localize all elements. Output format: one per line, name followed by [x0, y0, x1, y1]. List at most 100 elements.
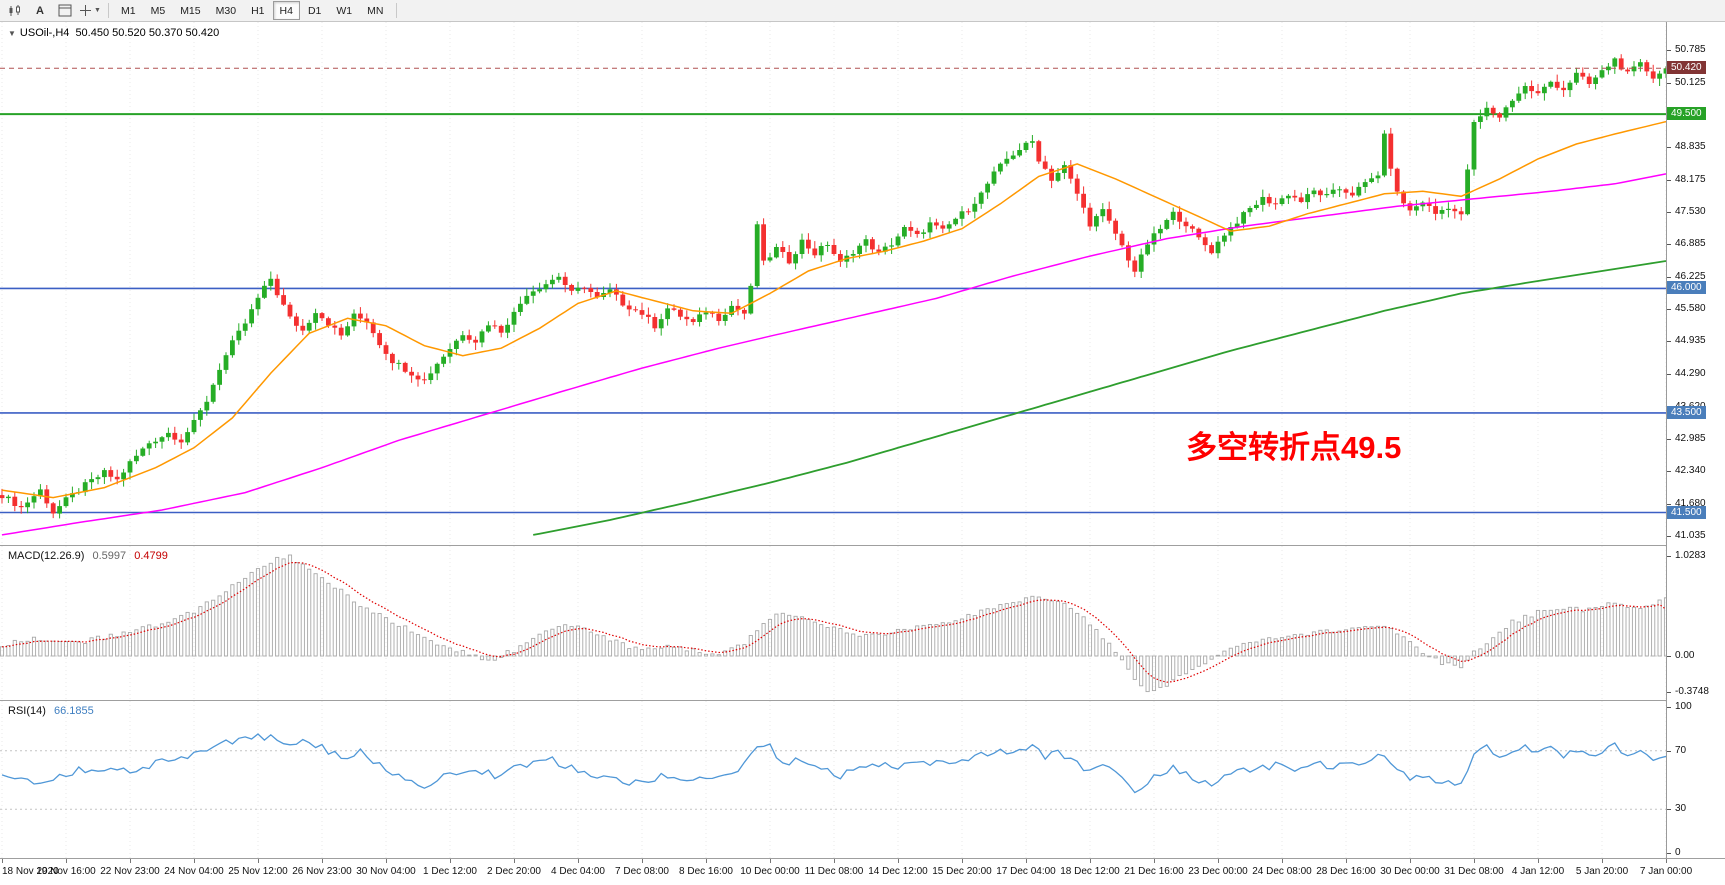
rsi-tick-label: 100 — [1675, 701, 1692, 712]
time-axis[interactable]: 18 Nov 2020 19 Nov 16:00 22 Nov 23:00 24 No… — [0, 859, 1725, 885]
price-chart-panel[interactable] — [0, 22, 1666, 545]
timeframe-button-M15[interactable]: M15 — [180, 4, 201, 17]
ohlc-collapse-icon[interactable]: ▼ — [8, 29, 16, 38]
time-tick-mark — [770, 859, 771, 863]
price-tick-label: 46.885 — [1675, 238, 1706, 249]
time-tick-label: 26 Nov 23:00 — [292, 866, 352, 877]
time-tick-label: 5 Jan 20:00 — [1575, 866, 1629, 877]
rsi-tick-label-mark — [1667, 853, 1671, 854]
time-tick-label: 30 Dec 00:00 — [1380, 866, 1440, 877]
time-tick-label: 15 Dec 20:00 — [932, 866, 992, 877]
price-badge-43.500: 43.500 — [1667, 406, 1706, 419]
time-tick-label: 4 Jan 12:00 — [1511, 866, 1565, 877]
time-tick-mark — [386, 859, 387, 863]
price-tick-label: 42.985 — [1675, 433, 1706, 444]
rsi-line — [1, 733, 1666, 794]
price-tick-label: 48.835 — [1675, 141, 1706, 152]
time-tick-label: 8 Dec 16:00 — [679, 866, 733, 877]
time-tick-mark — [898, 859, 899, 863]
panel-divider[interactable] — [0, 545, 1725, 546]
price-tick-label-mark — [1667, 309, 1671, 310]
price-tick-label-mark — [1667, 341, 1671, 342]
timeframe-button-H1[interactable]: H1 — [251, 4, 265, 17]
price-tick-label: 41.035 — [1675, 530, 1706, 541]
timeframe-button-MN[interactable]: MN — [367, 4, 384, 17]
timeframe-button-M5[interactable]: M5 — [150, 4, 166, 17]
time-tick-mark — [1410, 859, 1411, 863]
time-tick-mark — [2, 859, 3, 863]
price-tick-label-mark — [1667, 244, 1671, 245]
time-tick-label: 18 Dec 12:00 — [1060, 866, 1120, 877]
crosshair-glyph — [80, 5, 92, 16]
rsi-tick-label: 0 — [1675, 847, 1681, 858]
rsi-indicator-panel[interactable] — [0, 701, 1666, 858]
toolbar-separator — [396, 3, 398, 18]
price-tick-label-mark — [1667, 536, 1671, 537]
time-tick-mark — [1538, 859, 1539, 863]
price-tick-label: 50.785 — [1675, 44, 1706, 55]
rsi-tick-label: 30 — [1675, 803, 1687, 814]
price-tick-label-mark — [1667, 147, 1671, 148]
timeframe-toolbar: M1 M5 M15 M30 H1 H4 D1 W1 MN — [114, 1, 391, 20]
price-tick-label-mark — [1667, 374, 1671, 375]
time-tick-label: 14 Dec 12:00 — [868, 866, 928, 877]
time-tick-mark — [450, 859, 451, 863]
window-glyph — [58, 4, 72, 17]
macd-tick-label: 1.0283 — [1675, 550, 1706, 561]
time-tick-label: 1 Dec 12:00 — [423, 866, 477, 877]
price-axis[interactable]: 50.785 50.125 48.835 48.175 47.530 46.885 46.2… — [1666, 22, 1725, 858]
macd-signal-line — [1, 562, 1666, 683]
time-tick-label: 11 Dec 08:00 — [804, 866, 864, 877]
panel-divider[interactable] — [0, 700, 1725, 701]
rsi-tick-label-mark — [1667, 809, 1671, 810]
time-tick-label: 25 Nov 12:00 — [228, 866, 288, 877]
price-tick-label-mark — [1667, 212, 1671, 213]
chart-text-annotation[interactable]: 多空转折点49.5 — [1186, 430, 1402, 465]
chart-type-icon[interactable] — [3, 1, 27, 21]
time-tick-label: 17 Dec 04:00 — [996, 866, 1056, 877]
rsi-tick-label-mark — [1667, 751, 1671, 752]
timeframe-button-W1[interactable]: W1 — [336, 4, 353, 17]
macd-histogram — [0, 554, 1666, 693]
macd-tick-label: 0.00 — [1675, 650, 1695, 661]
price-tick-label: 48.175 — [1675, 174, 1706, 185]
time-tick-mark — [66, 859, 67, 863]
price-tick-label: 45.580 — [1675, 303, 1706, 314]
price-tick-label: 42.340 — [1675, 465, 1706, 476]
grid-lines — [1, 546, 1666, 700]
time-tick-label: 7 Dec 08:00 — [615, 866, 669, 877]
timeframe-button-H4[interactable]: H4 — [272, 1, 300, 20]
macd-signal-value: 0.4799 — [134, 550, 168, 562]
time-tick-mark — [130, 859, 131, 863]
macd-tick-label-mark — [1667, 556, 1671, 557]
time-tick-label: 22 Nov 23:00 — [100, 866, 160, 877]
time-tick-mark — [322, 859, 323, 863]
macd-name: MACD(12.26.9) — [8, 550, 85, 562]
timeframe-button-D1[interactable]: D1 — [307, 4, 322, 17]
time-tick-mark — [642, 859, 643, 863]
rsi-name: RSI(14) — [8, 705, 46, 717]
toolbar-separator — [108, 3, 109, 18]
macd-tick-label-mark — [1667, 656, 1671, 657]
timeframe-button-M30[interactable]: M30 — [215, 4, 237, 17]
time-tick-mark — [1090, 859, 1091, 863]
text-tool-icon[interactable]: A — [36, 4, 44, 17]
timeframe-button-M1[interactable]: M1 — [121, 4, 136, 17]
time-tick-label: 18 Nov 2020 — [2, 866, 59, 877]
time-tick-mark — [1154, 859, 1155, 863]
crosshair-tool-icon[interactable]: ▼ — [78, 1, 102, 21]
time-tick-mark — [578, 859, 579, 863]
price-tick-label: 44.290 — [1675, 368, 1706, 379]
ohlc-values: 50.450 50.520 50.370 50.420 — [75, 27, 220, 39]
chart-window-icon[interactable] — [53, 1, 77, 21]
time-tick-label: 28 Dec 16:00 — [1316, 866, 1376, 877]
dropdown-caret-icon: ▼ — [94, 7, 101, 14]
rsi-tick-label-mark — [1667, 707, 1671, 708]
price-tick-label-mark — [1667, 180, 1671, 181]
time-tick-label: 2 Dec 20:00 — [487, 866, 541, 877]
time-tick-mark — [1666, 859, 1667, 863]
macd-indicator-panel[interactable] — [0, 546, 1666, 700]
price-tick-label-mark — [1667, 439, 1671, 440]
time-tick-label: 30 Nov 04:00 — [356, 866, 416, 877]
